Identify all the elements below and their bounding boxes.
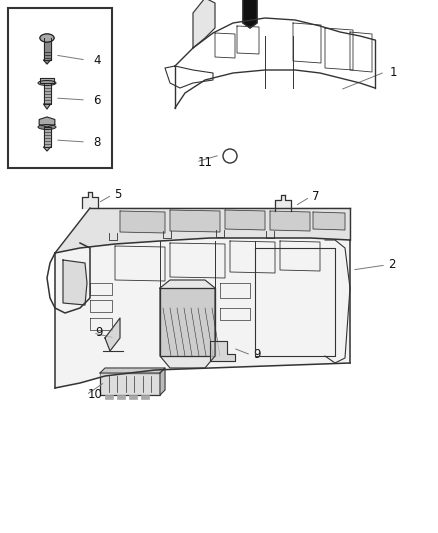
Text: 2: 2: [388, 259, 396, 271]
Ellipse shape: [38, 80, 56, 85]
Text: 11: 11: [198, 156, 213, 168]
Text: 6: 6: [93, 93, 100, 107]
Bar: [129, 395, 137, 399]
Polygon shape: [275, 195, 291, 211]
Bar: [43, 127, 50, 147]
Ellipse shape: [40, 34, 54, 42]
Bar: [8, 8, 112, 168]
Text: 10: 10: [88, 389, 103, 401]
Text: 4: 4: [93, 53, 100, 67]
Polygon shape: [210, 341, 235, 361]
Polygon shape: [55, 208, 350, 253]
Polygon shape: [193, 0, 215, 48]
Polygon shape: [160, 280, 215, 368]
Polygon shape: [160, 288, 215, 356]
Circle shape: [223, 149, 237, 163]
FancyBboxPatch shape: [100, 373, 160, 395]
Text: 7: 7: [312, 190, 319, 204]
Polygon shape: [55, 238, 350, 388]
Bar: [40, 78, 54, 83]
Polygon shape: [105, 318, 120, 351]
Text: 5: 5: [114, 189, 121, 201]
Text: 8: 8: [93, 135, 100, 149]
Polygon shape: [313, 212, 345, 230]
Text: 9: 9: [253, 349, 261, 361]
Polygon shape: [43, 104, 50, 109]
Polygon shape: [39, 117, 55, 127]
Polygon shape: [100, 368, 165, 373]
Ellipse shape: [40, 34, 54, 42]
Polygon shape: [120, 211, 165, 233]
Text: 1: 1: [390, 66, 398, 78]
Polygon shape: [43, 147, 50, 151]
Bar: [105, 395, 113, 399]
Polygon shape: [225, 210, 265, 230]
Text: 9: 9: [95, 327, 102, 340]
Ellipse shape: [38, 125, 56, 130]
Bar: [43, 38, 50, 60]
Polygon shape: [82, 192, 98, 208]
Polygon shape: [270, 211, 310, 231]
Polygon shape: [243, 0, 257, 28]
Polygon shape: [43, 60, 50, 64]
Bar: [141, 395, 149, 399]
Bar: [117, 395, 125, 399]
Polygon shape: [160, 368, 165, 395]
Bar: [43, 83, 50, 104]
Polygon shape: [170, 210, 220, 232]
Polygon shape: [63, 260, 87, 305]
